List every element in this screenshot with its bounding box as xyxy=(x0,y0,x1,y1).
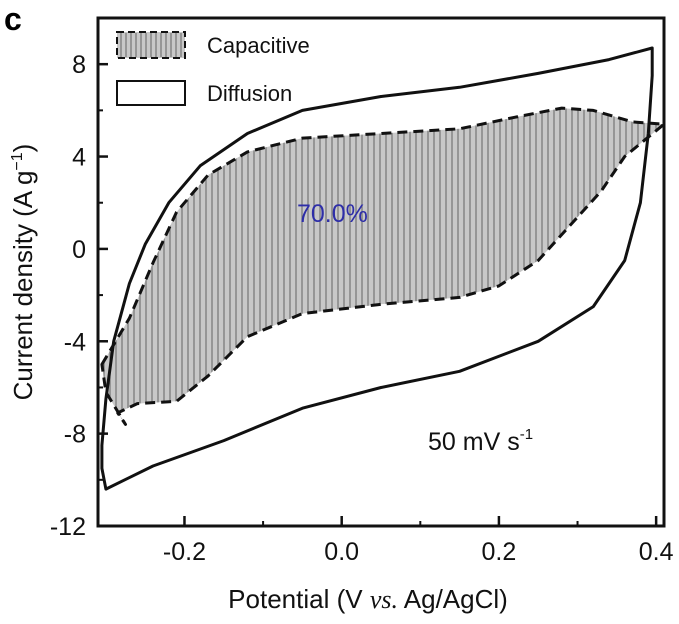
legend-swatch-capacitive-hatch xyxy=(120,33,182,57)
scan-rate-sup: -1 xyxy=(520,426,533,443)
capacitive-fill xyxy=(101,108,664,425)
legend-swatch-diffusion xyxy=(116,80,186,106)
legend: Capacitive Diffusion xyxy=(116,31,310,106)
y-tick-label: 0 xyxy=(72,236,86,264)
y-tick-label: -12 xyxy=(50,513,86,541)
series-layer xyxy=(100,46,666,491)
legend-label-diffusion: Diffusion xyxy=(207,81,292,106)
legend-item-capacitive: Capacitive xyxy=(116,31,310,59)
plot-frame xyxy=(96,16,666,528)
y-axis-title-close: ) xyxy=(8,144,38,153)
x-axis-title-post: Ag/AgCl) xyxy=(398,584,508,614)
panel-label: c xyxy=(4,1,22,37)
legend-swatch-capacitive xyxy=(116,31,186,59)
y-tick-label: -4 xyxy=(64,328,86,356)
y-axis-title: Current density (A g−1) xyxy=(8,144,38,401)
scan-rate-label: 50 mV s-1 xyxy=(428,426,533,456)
x-axis-title-italic: vs. xyxy=(370,585,398,614)
x-axis-title: Potential (V vs. Ag/AgCl) xyxy=(228,584,508,614)
ticks-layer: -0.2 0.0 0.2 0.4 -12 -8 -4 0 4 8 xyxy=(50,51,674,566)
x-tick-label: 0.2 xyxy=(482,538,517,566)
y-axis-title-sup: −1 xyxy=(9,152,26,170)
series-diffusion-curve xyxy=(100,46,654,491)
y-axis-title-main: Current density (A g xyxy=(8,171,38,401)
y-tick-label: -8 xyxy=(64,421,86,449)
series-capacitive-curve xyxy=(100,106,666,426)
y-tick-label: 8 xyxy=(72,51,86,79)
x-axis-title-pre: Potential (V xyxy=(228,584,370,614)
scan-rate-text: 50 mV s xyxy=(428,428,520,456)
capacitive-percent-label: 70.0% xyxy=(297,200,368,228)
y-tick-label: 4 xyxy=(72,144,86,172)
x-tick-label: 0.4 xyxy=(639,538,674,566)
legend-item-diffusion: Diffusion xyxy=(116,80,292,106)
x-tick-label: 0.0 xyxy=(324,538,359,566)
legend-label-capacitive: Capacitive xyxy=(207,33,310,58)
x-tick-label: -0.2 xyxy=(163,538,206,566)
